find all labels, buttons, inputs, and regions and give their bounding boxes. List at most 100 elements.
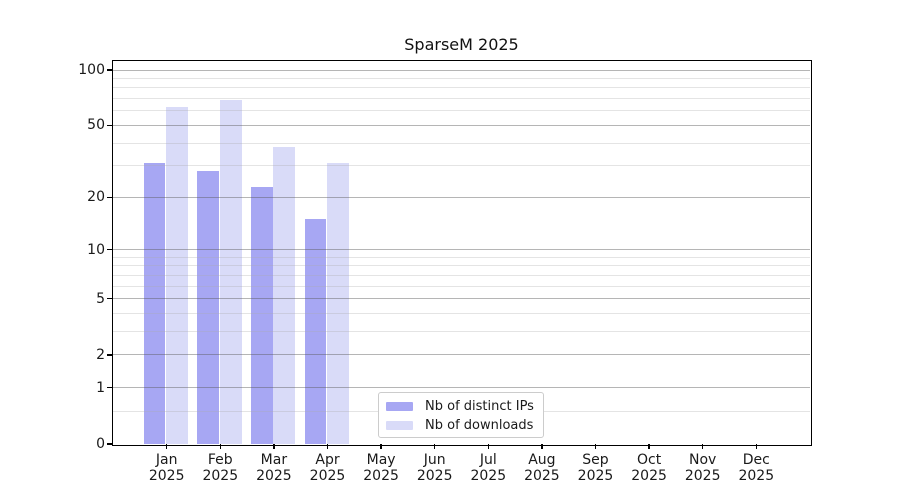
x-tick-label-sep: Sep 2025 xyxy=(558,452,634,484)
y-tick-label-2: 2 xyxy=(96,346,105,363)
y-tick-100 xyxy=(107,69,113,71)
x-tick-feb xyxy=(219,444,221,449)
x-tick-label-jan: Jan 2025 xyxy=(129,452,205,484)
y-tick-50 xyxy=(107,124,113,127)
y-tick-label-100: 100 xyxy=(78,62,105,79)
legend-row-distinct-ips: Nb of distinct IPs xyxy=(386,397,543,416)
y-tick-label-10: 10 xyxy=(87,241,105,258)
bar-distinct-ips-mar xyxy=(250,186,273,444)
x-tick-label-may: May 2025 xyxy=(343,452,419,484)
minor-gridline-y-3 xyxy=(113,331,810,333)
x-tick-jun xyxy=(434,444,436,449)
bar-downloads-feb xyxy=(219,99,242,444)
minor-gridline-y-7 xyxy=(113,275,810,277)
x-tick-jul xyxy=(487,444,489,449)
y-tick-5 xyxy=(107,298,113,300)
x-label-year: 2025 xyxy=(524,468,560,484)
x-label-month: Jan xyxy=(155,452,178,468)
x-tick-label-aug: Aug 2025 xyxy=(504,452,580,484)
x-label-month: Aug xyxy=(528,452,556,468)
x-label-year: 2025 xyxy=(631,468,667,484)
bar-distinct-ips-feb xyxy=(197,171,220,444)
gridline-y-1 xyxy=(113,387,810,389)
x-axis-labels: Jan 2025 Feb 2025 Mar 2025 Apr 2025 May 2025 Jun 20… xyxy=(113,452,810,492)
y-tick-label-1: 1 xyxy=(96,379,105,396)
minor-gridline-y-60 xyxy=(113,110,810,112)
legend-row-downloads: Nb of downloads xyxy=(386,416,543,435)
gridline-y-10 xyxy=(113,249,810,251)
x-tick-apr xyxy=(326,444,329,449)
y-axis-labels: 0 1 2 5 10 20 50 100 xyxy=(0,61,105,452)
x-label-month: Mar xyxy=(260,452,288,468)
legend-label-distinct-ips: Nb of distinct IPs xyxy=(425,399,534,414)
x-label-year: 2025 xyxy=(363,468,399,484)
x-label-year: 2025 xyxy=(309,468,346,484)
x-tick-label-jul: Jul 2025 xyxy=(450,452,526,484)
x-tick-jan xyxy=(166,444,168,449)
x-label-year: 2025 xyxy=(416,468,453,484)
legend-swatch-downloads-icon xyxy=(386,421,413,430)
y-tick-label-50: 50 xyxy=(87,117,105,134)
y-tick-2 xyxy=(107,354,113,356)
x-label-year: 2025 xyxy=(148,468,185,484)
bar-downloads-mar xyxy=(273,147,296,444)
gridline-y-5 xyxy=(113,298,810,300)
x-tick-label-jun: Jun 2025 xyxy=(397,452,473,484)
y-tick-20 xyxy=(107,196,113,198)
minor-gridline-y-70 xyxy=(113,98,810,100)
x-label-month: May xyxy=(366,452,396,468)
x-tick-may xyxy=(380,444,382,449)
chart-title: SparseM 2025 xyxy=(404,35,519,54)
x-label-year: 2025 xyxy=(470,468,507,484)
x-tick-dec xyxy=(755,444,757,449)
legend: Nb of distinct IPs Nb of downloads xyxy=(378,392,544,438)
minor-gridline-y-4 xyxy=(113,313,810,315)
x-tick-mar xyxy=(273,444,275,449)
minor-gridline-y-6 xyxy=(113,285,810,287)
minor-gridline-y-90 xyxy=(113,78,810,80)
minor-gridline-y-9 xyxy=(113,256,810,258)
bar-downloads-jan xyxy=(166,107,188,444)
x-label-month: Sep xyxy=(582,452,609,468)
x-label-year: 2025 xyxy=(577,468,614,484)
y-tick-0 xyxy=(107,443,113,445)
minor-gridline-y-8 xyxy=(113,265,810,267)
y-tick-label-5: 5 xyxy=(96,290,105,307)
plot-area xyxy=(113,61,810,444)
legend-swatch-distinct-ips-icon xyxy=(386,402,413,411)
gridline-y-2 xyxy=(113,354,810,356)
x-tick-label-apr: Apr 2025 xyxy=(290,452,366,484)
minor-gridline-y-40 xyxy=(113,142,810,144)
x-tick-label-feb: Feb 2025 xyxy=(182,452,258,484)
x-label-month: Dec xyxy=(742,452,770,468)
x-axis-ticks xyxy=(113,444,810,452)
x-label-month: Jul xyxy=(479,452,497,468)
x-tick-aug xyxy=(541,444,543,449)
bar-downloads-apr xyxy=(327,163,349,444)
y-axis-ticks xyxy=(0,61,113,445)
x-tick-label-mar: Mar 2025 xyxy=(236,452,312,484)
x-tick-label-dec: Dec 2025 xyxy=(718,452,794,484)
x-label-month: Jun xyxy=(423,452,446,468)
y-tick-label-20: 20 xyxy=(87,189,105,206)
x-label-year: 2025 xyxy=(256,468,292,484)
x-label-year: 2025 xyxy=(202,468,239,484)
gridline-y-100 xyxy=(113,69,810,71)
x-tick-nov xyxy=(702,444,704,449)
x-label-month: Oct xyxy=(636,452,662,468)
y-tick-1 xyxy=(107,387,113,389)
legend-label-downloads: Nb of downloads xyxy=(425,418,534,433)
minor-gridline-y-80 xyxy=(113,87,810,89)
x-label-year: 2025 xyxy=(738,468,775,484)
y-tick-10 xyxy=(107,249,113,251)
minor-gridline-y-30 xyxy=(113,165,810,167)
y-tick-label-0: 0 xyxy=(96,436,105,452)
bar-distinct-ips-apr xyxy=(304,219,327,444)
x-tick-label-oct: Oct 2025 xyxy=(611,452,687,484)
x-tick-label-nov: Nov 2025 xyxy=(665,452,741,484)
gridline-y-50 xyxy=(113,124,810,126)
x-tick-oct xyxy=(648,444,650,449)
x-label-month: Feb xyxy=(207,452,233,468)
x-tick-sep xyxy=(594,444,597,449)
